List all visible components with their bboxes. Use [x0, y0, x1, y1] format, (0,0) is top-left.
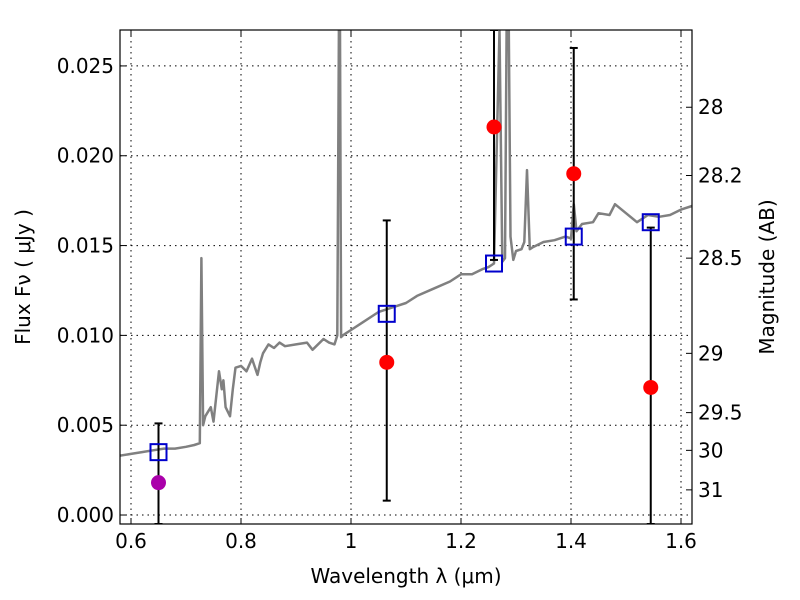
grid: [120, 30, 692, 524]
x-tick-label: 1.4: [555, 529, 587, 553]
y-tick-label: 0.020: [57, 144, 114, 168]
y-tick-label: 0.005: [57, 413, 114, 437]
model-square-marker: [641, 213, 660, 232]
y2-tick-label: 28.2: [698, 164, 743, 188]
x-tick-label: 1.2: [445, 529, 477, 553]
observed-point-marker: [643, 379, 659, 395]
y2-tick-label: 30: [698, 438, 723, 462]
y-tick-label: 0.000: [57, 503, 114, 527]
plot-frame: [119, 29, 693, 525]
model-square-marker: [564, 227, 583, 246]
y2-tick-label: 28.5: [698, 246, 743, 270]
spectrum-layer: [120, 30, 692, 457]
observed-point-marker: [486, 119, 502, 135]
y-tick-label: 0.015: [57, 234, 114, 258]
model-square-marker: [149, 443, 168, 462]
y2-tick-label: 31: [698, 478, 723, 502]
x-tick-label: 1: [345, 529, 358, 553]
y-ticks: 0.000 0.005 0.010 0.015 0.020 0.025: [57, 54, 126, 527]
model-photometry-squares: [149, 213, 660, 462]
y2-ticks: 28 28.2 28.5 29 29.5 30 31: [686, 95, 743, 502]
y-tick-label: 0.010: [57, 323, 114, 347]
y2-tick-label: 29.5: [698, 401, 743, 425]
observed-point-marker: [151, 475, 166, 491]
spectrum-line: [120, 30, 692, 457]
y2-tick-label: 29: [698, 341, 723, 365]
observed-point-marker: [379, 354, 395, 370]
observed-photometry-points: [151, 119, 659, 491]
y2-axis-title: Magnitude (AB): [755, 199, 779, 354]
y-axis-title: Flux Fν ( μJy ): [11, 209, 35, 345]
observed-point-marker: [566, 166, 582, 182]
y2-tick-label: 28: [698, 95, 723, 119]
x-ticks: 0.6 0.8 1 1.2 1.4 1.6: [115, 30, 697, 553]
x-tick-label: 1.6: [665, 529, 697, 553]
y-tick-label: 0.025: [57, 54, 114, 78]
model-square-marker: [377, 304, 396, 323]
x-tick-label: 0.8: [225, 529, 257, 553]
x-tick-label: 0.6: [115, 529, 147, 553]
model-square-marker: [485, 254, 503, 273]
x-axis-title: Wavelength λ (μm): [310, 564, 501, 588]
